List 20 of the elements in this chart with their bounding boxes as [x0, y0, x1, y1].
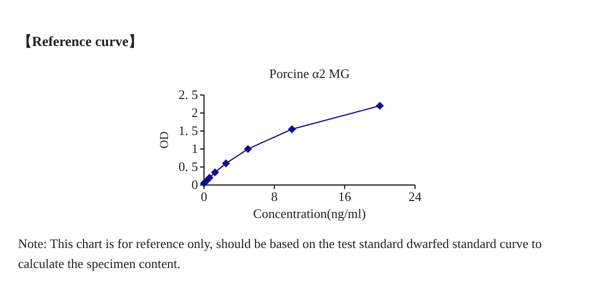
x-tick-label: 16 [338, 189, 352, 204]
y-tick-label: 1. 5 [178, 123, 198, 138]
y-axis-title: OD [157, 131, 171, 149]
point [288, 125, 296, 134]
text: Note: This chart is for reference only, should be based on the test standard dwarfed standard curve to calculate the specimen content. [18, 235, 543, 273]
x-axis-title: Concentration(ng/ml) [253, 206, 366, 221]
x-tick-label: 8 [271, 189, 278, 204]
x-tick-label: 24 [408, 189, 422, 204]
point [222, 159, 230, 168]
point [205, 174, 214, 182]
point [376, 102, 384, 110]
y-tick-label: 2. 5 [178, 87, 198, 102]
point [244, 145, 252, 153]
y-tick-label: 0. 5 [178, 159, 198, 174]
point [210, 168, 219, 176]
y-tick-label: 2 [192, 105, 198, 120]
y-tick-label: 1 [192, 141, 198, 156]
chart-title: Porcine α2 MG [269, 66, 350, 81]
y-tick-label: 0 [192, 177, 198, 192]
text: 【Reference curve】 [18, 34, 143, 50]
